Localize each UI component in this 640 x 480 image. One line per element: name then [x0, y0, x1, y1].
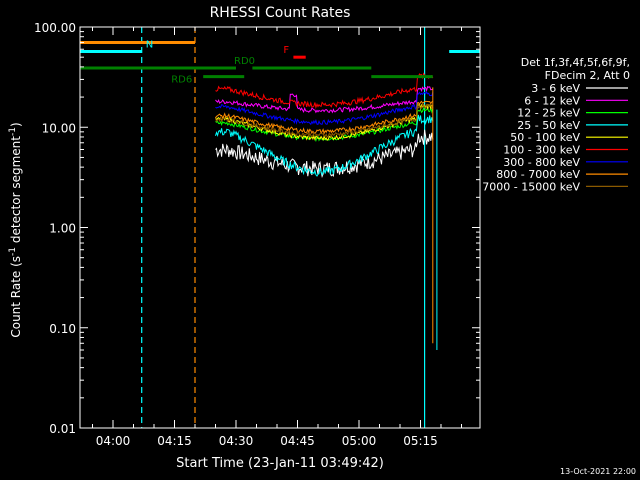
legend-label-4: 50 - 100 keV — [510, 131, 580, 144]
series-line-800-7000-kev — [215, 100, 434, 135]
chart-title: RHESSI Count Rates — [210, 5, 351, 21]
series-line-25-50-kev — [215, 114, 434, 177]
series-line-100-300-kev — [215, 72, 434, 110]
y-axis-label: Count Rate (s-1 detector segment-1) — [8, 122, 23, 337]
legend-label-0: 3 - 6 keV — [531, 82, 580, 95]
footer-date: 13-Oct-2021 22:00 — [560, 467, 636, 476]
flag-label-n: N — [146, 39, 153, 50]
y-tick-label-1: 10.00 — [42, 121, 76, 135]
flag-label-f: F — [283, 45, 289, 56]
series-line-300-800-kev — [215, 91, 434, 126]
x-tick-label-1: 04:15 — [157, 434, 192, 448]
x-tick-label-5: 05:15 — [403, 434, 438, 448]
flag-label-rd6: RD6 — [171, 75, 192, 86]
series-line-3-6-kev — [215, 129, 434, 179]
legend-label-2: 12 - 25 keV — [517, 107, 580, 120]
x-tick-label-4: 05:00 — [342, 434, 377, 448]
legend: Det 1f,3f,4f,5f,6f,9f, FDecim 2, Att 0 3… — [482, 56, 630, 193]
x-tick-label-0: 04:00 — [96, 434, 131, 448]
series-line-12-25-kev — [215, 106, 434, 143]
x-axis-label: Start Time (23-Jan-11 03:49:42) — [176, 456, 384, 471]
legend-header-line-2: FDecim 2, Att 0 — [545, 69, 630, 82]
y-tick-label-2: 1.00 — [49, 222, 76, 236]
x-tick-label-3: 04:45 — [280, 434, 315, 448]
legend-label-3: 25 - 50 keV — [517, 119, 580, 132]
y-tick-label-3: 0.10 — [49, 322, 76, 336]
y-tick-label-0: 100.00 — [34, 21, 76, 35]
plot-frame — [79, 26, 481, 429]
legend-label-8: 7000 - 15000 keV — [482, 180, 580, 193]
series-line-7000-15000-kev — [215, 103, 434, 139]
flag-label-rd0: RD0 — [234, 56, 255, 67]
legend-label-1: 6 - 12 keV — [524, 94, 580, 107]
series-line-6-12-kev — [215, 85, 433, 114]
legend-label-5: 100 - 300 keV — [503, 144, 580, 157]
y-tick-label-4: 0.01 — [49, 422, 76, 436]
legend-header-line-1: Det 1f,3f,4f,5f,6f,9f, — [521, 56, 630, 69]
x-tick-label-2: 04:30 — [219, 434, 254, 448]
legend-label-7: 800 - 7000 keV — [496, 168, 580, 181]
legend-label-6: 300 - 800 keV — [503, 156, 580, 169]
axes: 100.00 10.00 1.00 0.10 0.01 04:00 04:15 04:30 04… — [34, 21, 481, 448]
